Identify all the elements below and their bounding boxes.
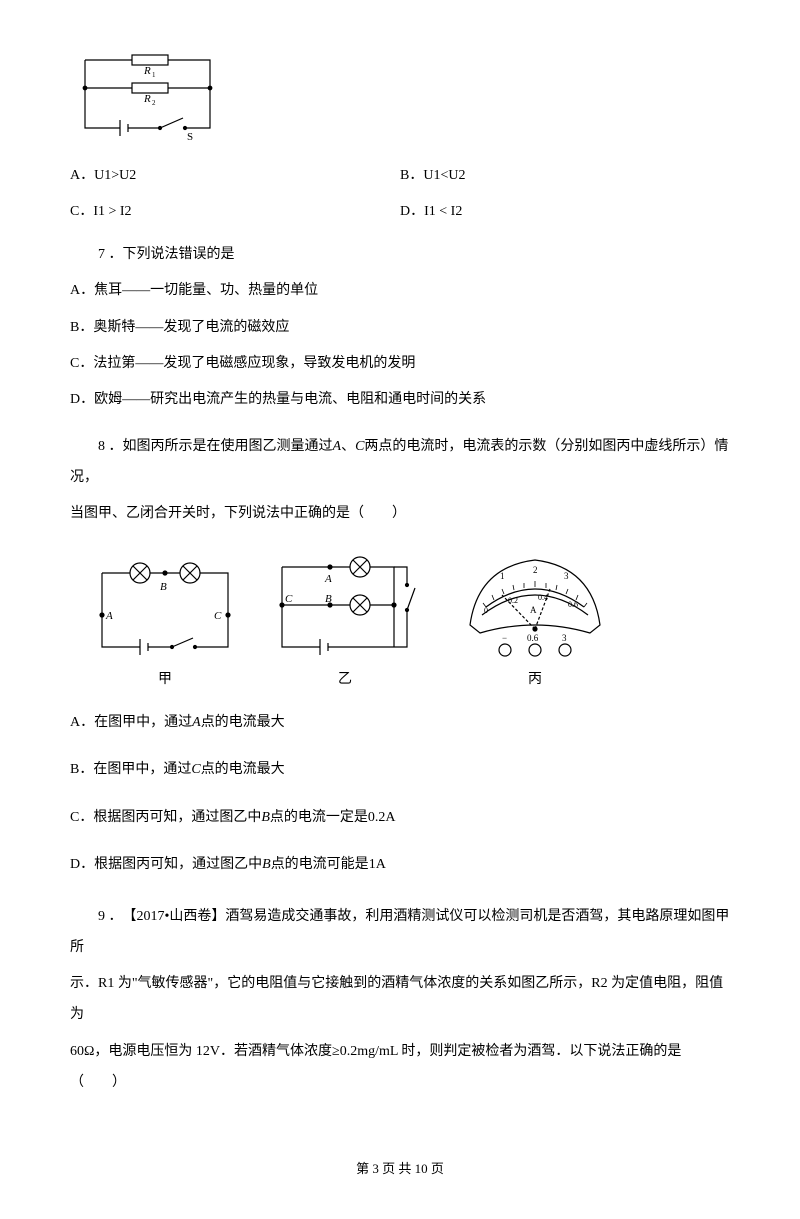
q8-intro-b: 、 <box>341 439 355 454</box>
svg-text:A: A <box>105 610 113 622</box>
q8-optD-a: D．根据图丙可知，通过图乙中 <box>70 857 262 872</box>
q8-circuits-row: A B C 甲 <box>90 545 730 691</box>
q6-options-row2: C．I1 > I2 D．I1 < I2 <box>70 201 730 223</box>
svg-text:C: C <box>285 593 293 605</box>
q8-option-b: B．在图甲中，通过C点的电流最大 <box>70 753 730 787</box>
svg-text:−: − <box>502 633 507 643</box>
label-jia: 甲 <box>90 669 240 691</box>
ammeter-bing: 1 2 3 0 0.2 0.4 0.6 A − 0.6 3 丙 <box>450 545 620 691</box>
svg-text:2: 2 <box>152 99 156 107</box>
q8-intro-a: 8 ．如图丙所示是在使用图乙测量通过 <box>98 439 333 454</box>
q9-stem: 9 ． 【2017•山西卷】酒驾易造成交通事故，利用酒精测试仪可以检测司机是否酒… <box>70 902 730 1099</box>
q8-option-c: C．根据图丙可知，通过图乙中B点的电流一定是0.2A <box>70 801 730 835</box>
svg-text:R: R <box>143 65 151 77</box>
svg-text:0.4: 0.4 <box>538 593 548 602</box>
svg-text:3: 3 <box>562 633 567 643</box>
q8-optB-b: 点的电流最大 <box>201 762 285 777</box>
q6-option-b: B．U1<U2 <box>400 165 730 187</box>
svg-text:A: A <box>530 605 537 615</box>
svg-text:A: A <box>324 573 332 585</box>
circuit-parallel-diagram: R 1 R 2 S <box>70 50 730 145</box>
label-bing: 丙 <box>450 669 620 691</box>
q8-optC-val: 0.2A <box>368 810 396 825</box>
q8-var-a: A <box>333 439 342 454</box>
svg-text:1: 1 <box>152 71 156 79</box>
q8-optD-b: 点的电流可能是 <box>271 857 369 872</box>
svg-text:0.6: 0.6 <box>527 633 539 643</box>
q8-optC-b: 点的电流一定是 <box>270 810 368 825</box>
q8-optC-a: C．根据图丙可知，通过图乙中 <box>70 810 261 825</box>
q6-options-row1: A．U1>U2 B．U1<U2 <box>70 165 730 187</box>
svg-text:B: B <box>160 581 167 593</box>
q8-optA-b: 点的电流最大 <box>201 715 285 730</box>
svg-text:0: 0 <box>484 606 488 615</box>
q7-option-b: B．奥斯特——发现了电流的磁效应 <box>70 317 730 339</box>
q9-line2: 示．R1 为"气敏传感器"，它的电阻值与它接触到的酒精气体浓度的关系如图乙所示，… <box>70 969 730 1031</box>
q8-stem: 8 ．如图丙所示是在使用图乙测量通过A、C两点的电流时，电流表的示数（分别如图丙… <box>70 432 730 530</box>
svg-text:B: B <box>325 593 332 605</box>
q7-option-a: A．焦耳——一切能量、功、热量的单位 <box>70 280 730 302</box>
q6-option-d: D．I1 < I2 <box>400 201 730 223</box>
q8-option-a: A．在图甲中，通过A点的电流最大 <box>70 706 730 740</box>
q9-line1: 9 ． 【2017•山西卷】酒驾易造成交通事故，利用酒精测试仪可以检测司机是否酒… <box>70 902 730 964</box>
page-footer: 第 3 页 共 10 页 <box>70 1159 730 1180</box>
svg-text:0.6: 0.6 <box>568 600 578 609</box>
q8-optA-a: A．在图甲中，通过 <box>70 715 192 730</box>
q8-optC-var: B <box>261 810 270 825</box>
q8-line2: 当图甲、乙闭合开关时，下列说法中正确的是（ ） <box>70 499 730 530</box>
svg-text:2: 2 <box>533 565 538 575</box>
label-yi: 乙 <box>270 669 420 691</box>
svg-text:3: 3 <box>564 571 569 581</box>
svg-text:0.2: 0.2 <box>508 596 518 605</box>
q8-optB-var: C <box>191 762 200 777</box>
q7-option-d: D．欧姆——研究出电流产生的热量与电流、电阻和通电时间的关系 <box>70 389 730 411</box>
svg-text:S: S <box>187 131 193 143</box>
q8-optD-val: 1A <box>369 857 386 872</box>
q9-line3: 60Ω，电源电压恒为 12V．若酒精气体浓度≥0.2mg/mL 时，则判定被检者… <box>70 1037 730 1099</box>
q7-text: 7 ．下列说法错误的是 <box>70 244 730 266</box>
q8-optD-var: B <box>262 857 271 872</box>
q6-option-c: C．I1 > I2 <box>70 201 400 223</box>
q8-optA-var: A <box>192 715 201 730</box>
q7-option-c: C．法拉第——发现了电磁感应现象，导致发电机的发明 <box>70 353 730 375</box>
svg-text:1: 1 <box>500 571 505 581</box>
q8-option-d: D．根据图丙可知，通过图乙中B点的电流可能是1A <box>70 848 730 882</box>
svg-text:C: C <box>214 610 222 622</box>
svg-text:R: R <box>143 93 151 105</box>
q8-var-c: C <box>355 439 364 454</box>
circuit-jia: A B C 甲 <box>90 555 240 691</box>
q8-optB-a: B．在图甲中，通过 <box>70 762 191 777</box>
q6-option-a: A．U1>U2 <box>70 165 400 187</box>
circuit-yi: A B C 乙 <box>270 555 420 691</box>
